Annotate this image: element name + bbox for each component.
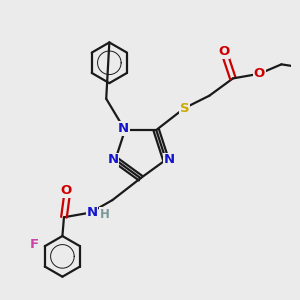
Text: H: H (100, 208, 110, 220)
Text: O: O (254, 67, 265, 80)
Text: N: N (164, 153, 175, 166)
Text: N: N (118, 122, 129, 135)
Text: N: N (107, 153, 118, 166)
Text: N: N (87, 206, 98, 219)
Text: O: O (218, 45, 229, 58)
Text: S: S (180, 102, 189, 115)
Text: O: O (60, 184, 71, 197)
Text: F: F (29, 238, 38, 251)
